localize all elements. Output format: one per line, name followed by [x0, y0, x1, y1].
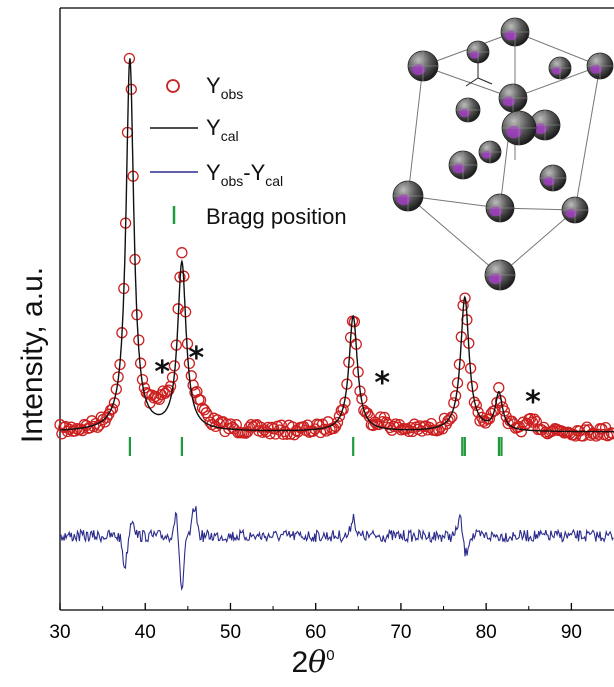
observed-point	[358, 404, 370, 416]
calculated-series	[60, 58, 614, 433]
observed-point	[331, 416, 344, 429]
axis-triad-icon	[465, 62, 493, 87]
legend-label-difference: Yobs-Ycal	[206, 160, 283, 189]
impurity-star: *	[154, 355, 170, 390]
atom-highlight	[459, 108, 470, 118]
observed-point	[378, 411, 391, 424]
impurity-star: *	[189, 341, 205, 376]
x-tick-label: 30	[49, 622, 70, 643]
atom-highlight	[551, 66, 562, 75]
legend-label-bragg: Bragg position	[206, 204, 347, 229]
observed-point	[159, 387, 171, 400]
observed-series	[54, 52, 614, 442]
atom-highlight	[411, 64, 426, 75]
observed-point	[316, 418, 329, 430]
difference-line	[59, 506, 614, 592]
atom-highlight	[565, 208, 577, 218]
observed-point	[583, 424, 595, 436]
plot-frame	[59, 7, 614, 611]
crystal-structure-inset	[392, 17, 614, 291]
atom-highlight	[543, 176, 555, 186]
x-axis-ticks: 30 40 50 60 70 80 90	[49, 603, 582, 643]
legend-label-observed: Yobs	[206, 73, 243, 102]
x-axis-title: 2θ0	[291, 645, 334, 680]
observed-point	[194, 394, 207, 406]
observed-point	[243, 421, 256, 433]
legend: Yobs Ycal Yobs-Ycal Bragg position	[150, 73, 347, 229]
difference-series	[59, 506, 614, 592]
y-axis-title: Intensity, a.u.	[16, 267, 49, 443]
atom-highlight	[452, 163, 466, 174]
observed-point	[337, 403, 349, 416]
atom-highlight	[489, 206, 503, 217]
atom-highlight	[469, 50, 480, 59]
atom-highlight	[504, 30, 518, 41]
observed-point	[176, 247, 188, 259]
observed-point	[444, 413, 456, 425]
observed-point	[459, 292, 471, 304]
atom-highlight	[502, 96, 516, 107]
x-tick-label: 50	[220, 622, 241, 643]
impurity-markers: * * * *	[154, 341, 541, 420]
observed-point	[284, 428, 297, 440]
atom-highlight	[506, 126, 522, 139]
observed-point	[239, 427, 252, 439]
observed-point	[526, 416, 539, 428]
observed-point	[277, 428, 289, 440]
atom-highlight	[590, 64, 602, 74]
observed-point	[148, 392, 160, 404]
observed-point	[91, 421, 104, 433]
calculated-line	[60, 58, 614, 433]
x-tick-label: 90	[561, 622, 582, 643]
atoms	[392, 17, 614, 291]
x-tick-label: 60	[305, 622, 326, 643]
observed-point	[198, 404, 211, 416]
atom-highlight	[488, 273, 503, 284]
observed-point	[442, 414, 454, 427]
observed-point	[187, 379, 199, 391]
observed-point	[333, 410, 346, 422]
bragg-markers	[128, 437, 503, 456]
atom-highlight	[396, 194, 411, 205]
x-tick-label: 40	[135, 622, 156, 643]
observed-point	[166, 371, 179, 384]
observed-point	[528, 413, 541, 425]
observed-point	[164, 380, 177, 392]
legend-label-calculated: Ycal	[206, 115, 239, 144]
atom-highlight	[533, 123, 548, 134]
legend-symbol-observed	[166, 79, 180, 93]
observed-point	[140, 387, 152, 399]
observed-point	[607, 428, 614, 440]
x-tick-label: 80	[476, 622, 497, 643]
impurity-star: *	[374, 366, 390, 401]
x-tick-label: 70	[390, 622, 411, 643]
observed-point	[183, 357, 196, 370]
impurity-star: *	[525, 385, 541, 420]
atom-highlight	[481, 150, 492, 159]
